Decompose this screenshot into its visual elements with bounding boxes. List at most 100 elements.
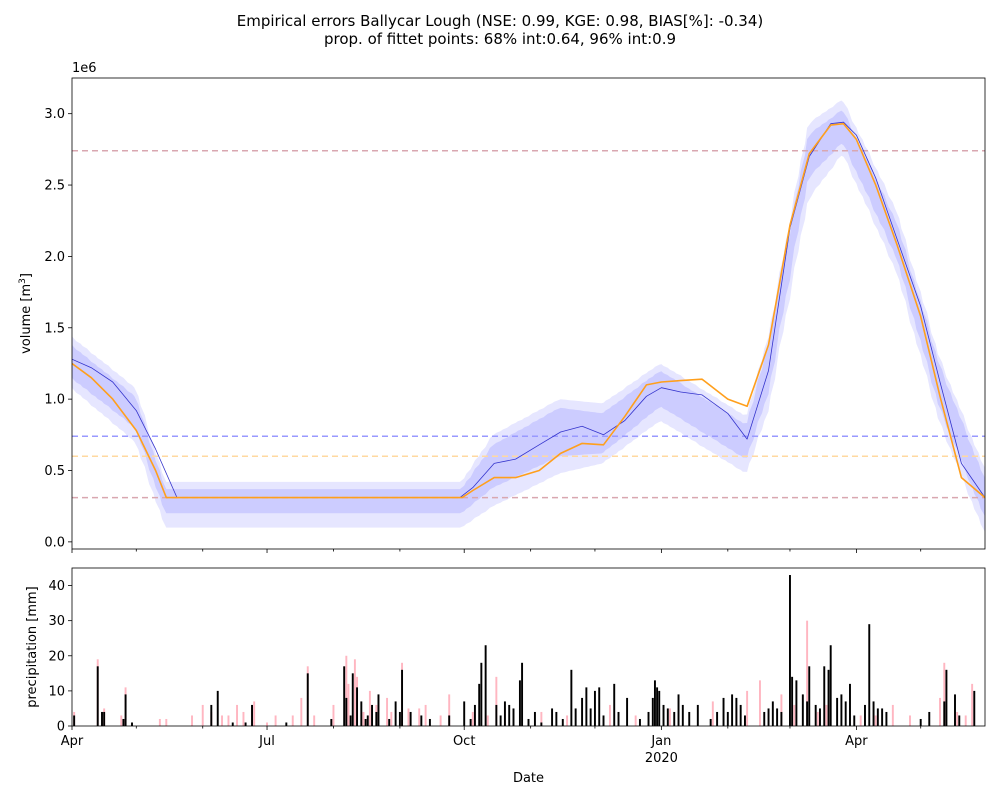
precip-observed-bar [943, 662, 946, 726]
precip-bar [696, 704, 699, 726]
precip-bar [823, 666, 826, 726]
precip-bar [349, 715, 352, 726]
precip-bar [653, 680, 656, 726]
precip-observed-bar [448, 694, 451, 726]
precip-plot-area [73, 575, 976, 726]
precip-bar [735, 697, 738, 726]
volume-ytick-label-4: 2.0 [44, 250, 65, 265]
precip-bar [688, 711, 691, 726]
precip-bar [495, 704, 498, 726]
precip-observed-bar [242, 711, 245, 726]
precip-bar [864, 704, 866, 726]
confidence-band-68 [72, 110, 985, 517]
precip-observed-bar [746, 690, 749, 726]
observed-volume-line [72, 122, 985, 499]
precip-bar [716, 711, 719, 726]
precip-bar [795, 680, 798, 726]
precip-bar [409, 711, 412, 726]
precip-bar [814, 704, 817, 726]
precip-observed-bar [939, 697, 941, 726]
precip-observed-bar [471, 711, 474, 726]
precip-bar [306, 673, 309, 726]
precip-observed-bar [368, 690, 371, 726]
precip-bar [364, 718, 367, 726]
precip-bar [570, 669, 573, 726]
precip-bar [876, 708, 879, 726]
precip-bar [503, 701, 506, 726]
precip-bar [555, 711, 558, 726]
precip-bar [589, 708, 592, 726]
precip-bar [473, 704, 476, 726]
precip-xtick-label-12: Apr [845, 734, 868, 749]
precip-observed-bar [891, 704, 894, 726]
precip-observed-bar [424, 704, 427, 726]
precip-bar [377, 694, 380, 726]
precip-bar [478, 683, 481, 726]
precip-observed-bar [495, 676, 498, 726]
precip-bar [613, 683, 616, 726]
precip-observed-bar [964, 715, 967, 726]
precip-bar [647, 711, 650, 726]
precip-bar [722, 697, 725, 726]
precip-observed-bar [816, 711, 819, 726]
precip-bar [836, 697, 839, 726]
precip-bar [345, 697, 348, 726]
precip-bar [739, 704, 742, 726]
precip-observed-bar [668, 708, 671, 726]
precip-bar [508, 704, 511, 726]
precip-bar [885, 711, 888, 726]
chart-title-line-2: prop. of fittet points: 68% int:0.64, 96… [323, 30, 677, 48]
precipitation-panel: 0 10 20 30 40 Apr Jul Oct Jan Apr 2020 Date precipit… [25, 567, 986, 786]
precip-bar [356, 687, 359, 726]
precip-bar [499, 715, 502, 726]
precip-observed-bar [540, 711, 543, 726]
precip-observed-bar [806, 620, 809, 726]
precip-bar [124, 694, 127, 726]
precip-bar [593, 690, 596, 726]
precip-bar [463, 701, 466, 726]
precip-bar [122, 718, 125, 726]
precip-bar [598, 687, 601, 726]
precip-bar [351, 673, 354, 726]
x-axis-label: Date [513, 771, 544, 786]
volume-ytick-label-0: 0.0 [44, 535, 65, 550]
precip-bar [673, 711, 676, 726]
precip-bar [394, 701, 397, 726]
precip-observed-bar [345, 655, 348, 726]
precip-bar [656, 687, 659, 726]
precip-bar [919, 718, 922, 726]
precip-bar [658, 690, 661, 726]
precip-observed-bar [780, 694, 783, 726]
precip-ytick-label-0: 0 [57, 720, 65, 735]
precip-bar [527, 718, 530, 726]
precip-bar [827, 669, 830, 726]
volume-panel: 0.0 0.5 1.0 1.5 2.0 2.5 3.0 1e6 volume [m3] [18, 61, 986, 553]
volume-y-axis-label-text: volume [m [19, 284, 34, 354]
precip-bar [743, 715, 746, 726]
precip-bar [801, 694, 804, 726]
precip-bar [943, 701, 946, 726]
precip-bar [210, 704, 213, 726]
precip-bar [512, 708, 515, 726]
precip-bar [244, 722, 247, 726]
precip-bar [343, 666, 346, 726]
volume-axes-frame [71, 77, 986, 550]
precip-bar [868, 624, 871, 726]
precip-bar [771, 701, 774, 726]
precip-bar [469, 718, 472, 726]
precip-bar [581, 697, 584, 726]
precip-bar [791, 676, 794, 726]
volume-plot-area [72, 100, 985, 532]
volume-ytick-label-1: 0.5 [44, 464, 65, 479]
volume-y-offset-text: 1e6 [72, 61, 97, 76]
precip-observed-bar [362, 711, 365, 726]
precip-bar [638, 718, 641, 726]
precip-bar [849, 683, 851, 726]
precip-bar [398, 711, 401, 726]
precip-bar [789, 575, 791, 726]
precip-xtick-label-6: Oct [453, 734, 475, 749]
precip-bar [677, 694, 680, 726]
precip-bar [216, 690, 219, 726]
precip-bar [626, 697, 629, 726]
